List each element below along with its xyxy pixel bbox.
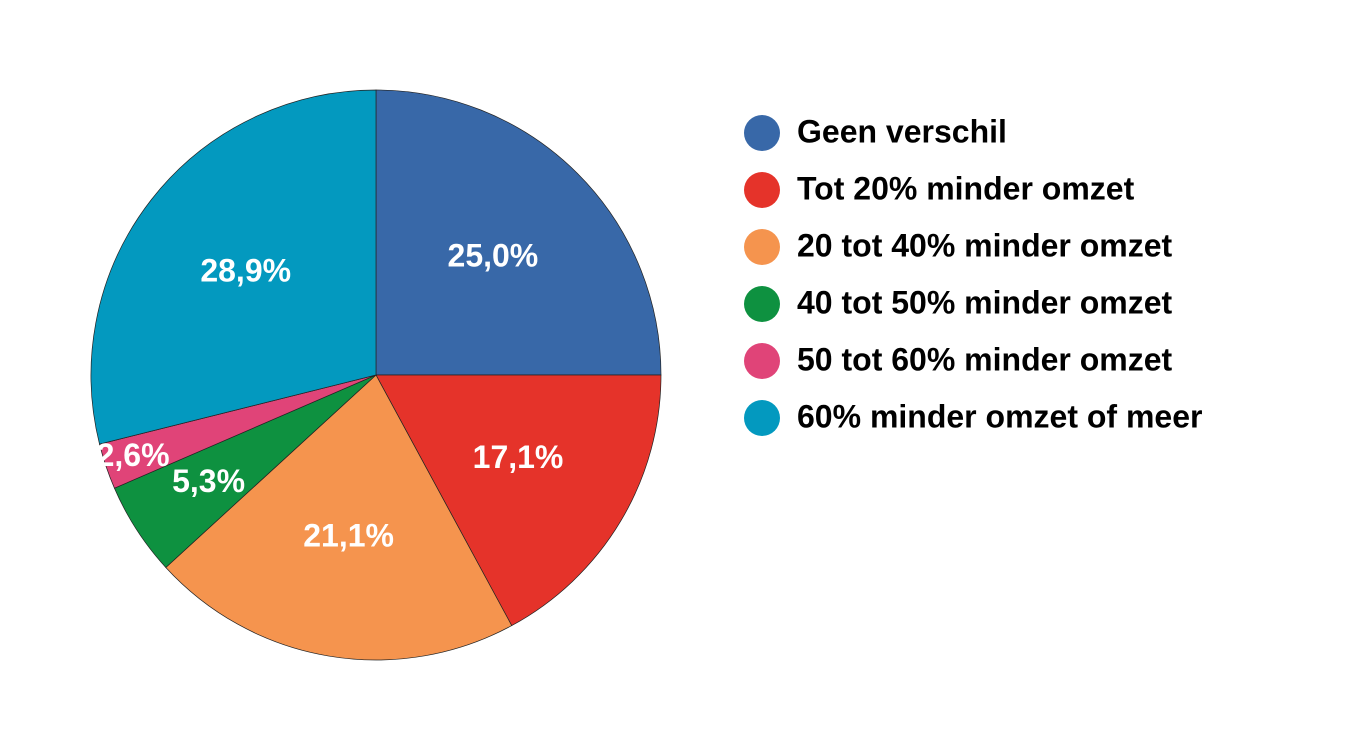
value-label: 25,0% bbox=[448, 238, 539, 274]
legend-label: 40 tot 50% minder omzet bbox=[797, 284, 1173, 320]
legend-label: Geen verschil bbox=[797, 113, 1007, 149]
legend-label: 20 tot 40% minder omzet bbox=[797, 227, 1173, 263]
value-label: 5,3% bbox=[172, 463, 245, 499]
legend-marker bbox=[744, 400, 780, 436]
value-label: 17,1% bbox=[473, 439, 564, 475]
pie-slice bbox=[375, 374, 662, 627]
pie-slice bbox=[375, 89, 662, 376]
legend-label: 50 tot 60% minder omzet bbox=[797, 341, 1173, 377]
value-label: 21,1% bbox=[303, 517, 394, 553]
pie-slice bbox=[90, 89, 377, 445]
legend-marker bbox=[744, 115, 780, 151]
pie-slice bbox=[165, 374, 513, 661]
legend-label: Tot 20% minder omzet bbox=[797, 170, 1135, 206]
value-label: 28,9% bbox=[200, 253, 291, 289]
legend-marker bbox=[744, 286, 780, 322]
legend-label: 60% minder omzet of meer bbox=[797, 398, 1202, 434]
legend-marker bbox=[744, 172, 780, 208]
legend-marker bbox=[744, 229, 780, 265]
value-label: 2,6% bbox=[97, 437, 170, 473]
legend-marker bbox=[744, 343, 780, 379]
